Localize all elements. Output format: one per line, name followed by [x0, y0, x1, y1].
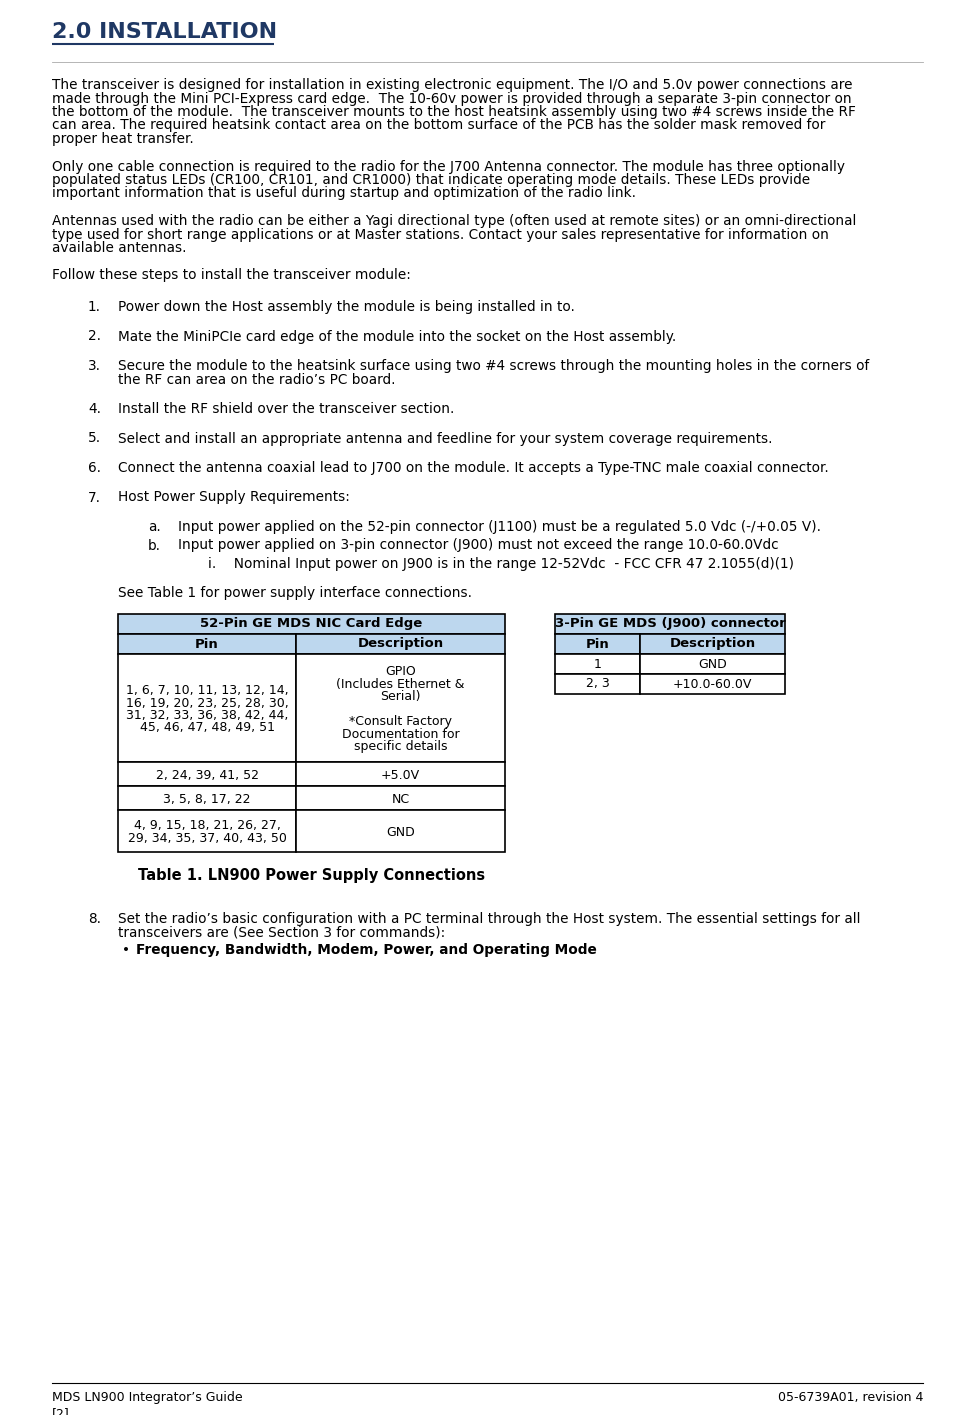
Text: Description: Description — [670, 638, 756, 651]
Text: Frequency, Bandwidth, Modem, Power, and Operating Mode: Frequency, Bandwidth, Modem, Power, and … — [136, 942, 597, 957]
Text: important information that is useful during startup and optimization of the radi: important information that is useful dur… — [52, 187, 636, 201]
Text: Power down the Host assembly the module is being installed in to.: Power down the Host assembly the module … — [118, 300, 575, 314]
Bar — [118, 763, 296, 785]
Text: Antennas used with the radio can be either a Yagi directional type (often used a: Antennas used with the radio can be eith… — [52, 214, 856, 228]
Bar — [118, 614, 505, 634]
Text: •: • — [122, 942, 130, 957]
Text: proper heat transfer.: proper heat transfer. — [52, 132, 194, 146]
Text: 1, 6, 7, 10, 11, 13, 12, 14,: 1, 6, 7, 10, 11, 13, 12, 14, — [126, 683, 289, 698]
Text: Host Power Supply Requirements:: Host Power Supply Requirements: — [118, 491, 350, 505]
Text: available antennas.: available antennas. — [52, 241, 186, 255]
Bar — [555, 614, 785, 634]
Text: i.    Nominal Input power on J900 is in the range 12-52Vdc  - FCC CFR 47 2.1055(: i. Nominal Input power on J900 is in the… — [208, 558, 794, 572]
Bar — [296, 654, 505, 763]
Text: Set the radio’s basic configuration with a PC terminal through the Host system. : Set the radio’s basic configuration with… — [118, 913, 861, 925]
Bar — [296, 634, 505, 654]
Text: 3, 5, 8, 17, 22: 3, 5, 8, 17, 22 — [163, 792, 251, 805]
Bar — [118, 654, 296, 763]
Text: 4, 9, 15, 18, 21, 26, 27,: 4, 9, 15, 18, 21, 26, 27, — [134, 819, 281, 832]
Text: Input power applied on the 52-pin connector (J1100) must be a regulated 5.0 Vdc : Input power applied on the 52-pin connec… — [178, 519, 821, 533]
Bar — [555, 654, 641, 674]
Text: [2]: [2] — [52, 1407, 70, 1415]
Bar — [296, 785, 505, 809]
Text: 7.: 7. — [88, 491, 101, 505]
Text: Documentation for: Documentation for — [341, 727, 459, 740]
Text: b.: b. — [148, 539, 161, 552]
Text: The transceiver is designed for installation in existing electronic equipment. T: The transceiver is designed for installa… — [52, 78, 852, 92]
Text: a.: a. — [148, 519, 161, 533]
Text: 45, 46, 47, 48, 49, 51: 45, 46, 47, 48, 49, 51 — [139, 722, 275, 734]
Text: 1.: 1. — [88, 300, 101, 314]
Text: Mate the MiniPCIe card edge of the module into the socket on the Host assembly.: Mate the MiniPCIe card edge of the modul… — [118, 330, 677, 344]
Text: MDS LN900 Integrator’s Guide: MDS LN900 Integrator’s Guide — [52, 1391, 243, 1404]
Text: 16, 19, 20, 23, 25, 28, 30,: 16, 19, 20, 23, 25, 28, 30, — [126, 696, 289, 709]
Text: 4.: 4. — [88, 402, 101, 416]
Text: 29, 34, 35, 37, 40, 43, 50: 29, 34, 35, 37, 40, 43, 50 — [128, 832, 287, 845]
Text: Select and install an appropriate antenna and feedline for your system coverage : Select and install an appropriate antenn… — [118, 432, 772, 446]
Text: transceivers are (See Section 3 for commands):: transceivers are (See Section 3 for comm… — [118, 925, 446, 940]
Text: +10.0-60.0V: +10.0-60.0V — [673, 678, 753, 691]
Text: 31, 32, 33, 36, 38, 42, 44,: 31, 32, 33, 36, 38, 42, 44, — [126, 709, 289, 722]
Bar — [118, 634, 296, 654]
Text: 5.: 5. — [88, 432, 101, 446]
Text: Only one cable connection is required to the radio for the J700 Antenna connecto: Only one cable connection is required to… — [52, 160, 845, 174]
Text: Description: Description — [358, 638, 444, 651]
Text: type used for short range applications or at Master stations. Contact your sales: type used for short range applications o… — [52, 228, 829, 242]
Text: Pin: Pin — [195, 638, 218, 651]
Bar — [555, 634, 641, 654]
Bar — [641, 654, 785, 674]
Text: 2.0 INSTALLATION: 2.0 INSTALLATION — [52, 23, 277, 42]
Bar — [118, 785, 296, 809]
Text: the bottom of the module.  The transceiver mounts to the host heatsink assembly : the bottom of the module. The transceive… — [52, 105, 856, 119]
Text: 3.: 3. — [88, 359, 101, 374]
Text: Install the RF shield over the transceiver section.: Install the RF shield over the transceiv… — [118, 402, 454, 416]
Text: 6.: 6. — [88, 461, 101, 475]
Text: made through the Mini PCI-Express card edge.  The 10-60v power is provided throu: made through the Mini PCI-Express card e… — [52, 92, 851, 106]
Text: GPIO: GPIO — [385, 665, 416, 678]
Text: (Includes Ethernet &: (Includes Ethernet & — [336, 678, 465, 691]
Text: 52-Pin GE MDS NIC Card Edge: 52-Pin GE MDS NIC Card Edge — [201, 617, 422, 631]
Text: GND: GND — [698, 658, 727, 671]
Text: 2, 24, 39, 41, 52: 2, 24, 39, 41, 52 — [155, 768, 258, 781]
Text: 05-6739A01, revision 4: 05-6739A01, revision 4 — [778, 1391, 923, 1404]
Text: Serial): Serial) — [380, 691, 421, 703]
Bar — [296, 763, 505, 785]
Bar — [296, 809, 505, 852]
Text: Table 1. LN900 Power Supply Connections: Table 1. LN900 Power Supply Connections — [137, 867, 486, 883]
Bar — [555, 674, 641, 693]
Text: *Consult Factory: *Consult Factory — [349, 715, 452, 729]
Text: 8.: 8. — [88, 913, 101, 925]
Text: 2, 3: 2, 3 — [586, 678, 609, 691]
Bar — [641, 674, 785, 693]
Text: See Table 1 for power supply interface connections.: See Table 1 for power supply interface c… — [118, 586, 472, 600]
Text: Input power applied on 3-pin connector (J900) must not exceed the range 10.0-60.: Input power applied on 3-pin connector (… — [178, 539, 779, 552]
Text: +5.0V: +5.0V — [381, 768, 420, 781]
Text: the RF can area on the radio’s PC board.: the RF can area on the radio’s PC board. — [118, 372, 396, 386]
Text: NC: NC — [391, 792, 410, 805]
Text: 1: 1 — [594, 658, 602, 671]
Text: Pin: Pin — [586, 638, 609, 651]
Text: 3-Pin GE MDS (J900) connector: 3-Pin GE MDS (J900) connector — [555, 617, 786, 631]
Text: Follow these steps to install the transceiver module:: Follow these steps to install the transc… — [52, 269, 410, 283]
Text: populated status LEDs (CR100, CR101, and CR1000) that indicate operating mode de: populated status LEDs (CR100, CR101, and… — [52, 173, 810, 187]
Text: specific details: specific details — [354, 740, 448, 753]
Bar — [118, 809, 296, 852]
Text: GND: GND — [386, 826, 415, 839]
Text: Connect the antenna coaxial lead to J700 on the module. It accepts a Type-TNC ma: Connect the antenna coaxial lead to J700… — [118, 461, 829, 475]
Text: 2.: 2. — [88, 330, 101, 344]
Text: can area. The required heatsink contact area on the bottom surface of the PCB ha: can area. The required heatsink contact … — [52, 119, 826, 133]
Text: Secure the module to the heatsink surface using two #4 screws through the mounti: Secure the module to the heatsink surfac… — [118, 359, 870, 374]
Bar — [641, 634, 785, 654]
